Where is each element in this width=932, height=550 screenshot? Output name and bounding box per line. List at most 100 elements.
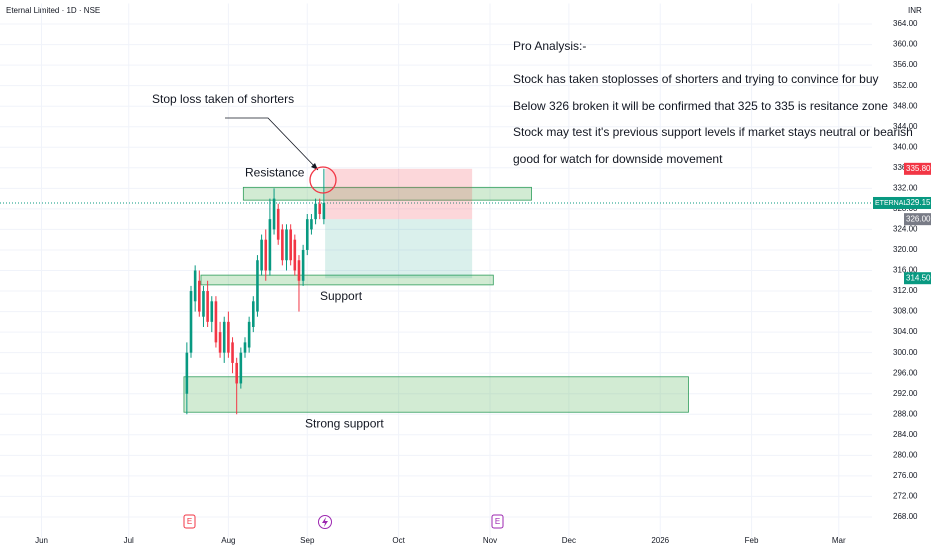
annotation-arrow [225, 117, 319, 171]
candle-body [222, 321, 226, 353]
x-tick-label: Jun [35, 536, 48, 545]
candle-body [305, 219, 309, 250]
candle-body [206, 291, 209, 322]
candle-body [185, 352, 189, 394]
y-tick-label: 268.00 [893, 512, 918, 521]
price-tag [904, 213, 931, 226]
price-tag [904, 272, 931, 285]
x-tick-label: Mar [832, 536, 846, 545]
zone-label: Strong support [305, 416, 384, 430]
y-tick-label: 340.00 [893, 142, 918, 151]
y-tick-label: 332.00 [893, 183, 918, 192]
zone-label: Support [320, 289, 363, 303]
y-tick-label: 300.00 [893, 348, 918, 357]
candle-body [189, 291, 193, 353]
candle-body [285, 229, 288, 261]
price-tag-name-box [873, 196, 904, 209]
y-tick-label: 320.00 [893, 245, 918, 254]
y-tick-label: 348.00 [893, 101, 918, 110]
y-tick-label: 352.00 [893, 81, 918, 90]
grid: 268.00 272.00 276.00 280.00 284.00 288.00 292.… [0, 3, 918, 545]
event-label: E [187, 517, 192, 526]
chart-title: Eternal Limited · 1D · NSE [6, 6, 100, 15]
analysis-line: Below 326 broken it will be confirmed th… [513, 99, 888, 113]
y-tick-label: 364.00 [893, 19, 918, 28]
x-tick-label: Feb [745, 536, 759, 545]
x-tick-label: Aug [221, 536, 235, 545]
y-tick-label: 324.00 [893, 225, 918, 234]
x-tick-label: Dec [562, 536, 576, 545]
candle-body [243, 342, 247, 353]
candle-body [268, 219, 272, 271]
y-tick-label: 276.00 [893, 471, 918, 480]
target-zone [325, 219, 473, 279]
candle-body [247, 321, 251, 348]
candle-body [276, 208, 280, 240]
price-tag-label: 314.50 [906, 273, 931, 282]
candle-body [314, 203, 317, 220]
candle-body [289, 229, 292, 261]
price-tag [904, 162, 931, 175]
zone [183, 376, 689, 413]
candle-body [256, 260, 259, 312]
candle-body [251, 301, 255, 327]
annotation: Stop loss taken of shorters [152, 92, 294, 106]
candle-body [214, 301, 218, 343]
candle-body [281, 229, 284, 261]
x-tick-label: Jul [124, 536, 134, 545]
candle-body [297, 260, 301, 281]
candle-body [218, 332, 222, 353]
candle-body [227, 321, 230, 353]
event-marker [183, 514, 196, 529]
price-tag-label: 329.15 [906, 198, 931, 207]
candle-body [198, 280, 201, 312]
candle-body [264, 239, 268, 271]
candle-body [272, 198, 276, 230]
y-tick-label: 312.00 [893, 286, 918, 295]
x-tick-label: Sep [300, 536, 315, 545]
price-tag [904, 196, 931, 209]
analysis-line: good for watch for downside movement [513, 152, 723, 166]
y-tick-label: 344.00 [893, 122, 918, 131]
candle-body [310, 219, 313, 230]
candle-body [202, 291, 205, 317]
candle-body [318, 203, 322, 215]
y-tick-label: 316.00 [893, 266, 918, 275]
zones: Resistance Support Strong support [183, 165, 689, 430]
candle-body [210, 301, 214, 322]
candle-body [193, 270, 197, 302]
event-label: E [495, 517, 500, 526]
x-tick-label: 2026 [651, 536, 669, 545]
highlight-circle [309, 166, 337, 194]
candle-body [235, 362, 238, 384]
y-tick-label: 288.00 [893, 409, 918, 418]
stop-zone [325, 168, 473, 220]
y-tick-label: 280.00 [893, 450, 918, 459]
price-tag-name: ETERNAL [875, 200, 907, 207]
x-tick-label: Oct [392, 536, 405, 545]
candle-body [239, 352, 243, 384]
candle-body [293, 239, 297, 271]
analysis-line: Stock may test it's previous support lev… [513, 125, 913, 139]
candle-body [301, 249, 305, 281]
candle-body [231, 342, 234, 363]
event-marker [491, 514, 504, 529]
analysis-line: Stock has taken stoplosses of shorters a… [513, 72, 879, 86]
price-tag-label: 335.80 [906, 164, 931, 173]
y-tick-label: 356.00 [893, 60, 918, 69]
candle-body [260, 239, 263, 271]
price-tag-label: 326.00 [906, 214, 931, 223]
y-tick-label: 284.00 [893, 430, 918, 439]
y-tick-label: 292.00 [893, 389, 918, 398]
zone-label: Resistance [245, 165, 305, 179]
y-tick-label: 304.00 [893, 327, 918, 336]
candles [185, 168, 326, 415]
candle-body [322, 202, 326, 220]
y-tick-label: 308.00 [893, 307, 918, 316]
currency: INR [908, 6, 922, 15]
y-tick-label: 272.00 [893, 492, 918, 501]
y-tick-label: 296.00 [893, 368, 918, 377]
zone [200, 274, 494, 286]
